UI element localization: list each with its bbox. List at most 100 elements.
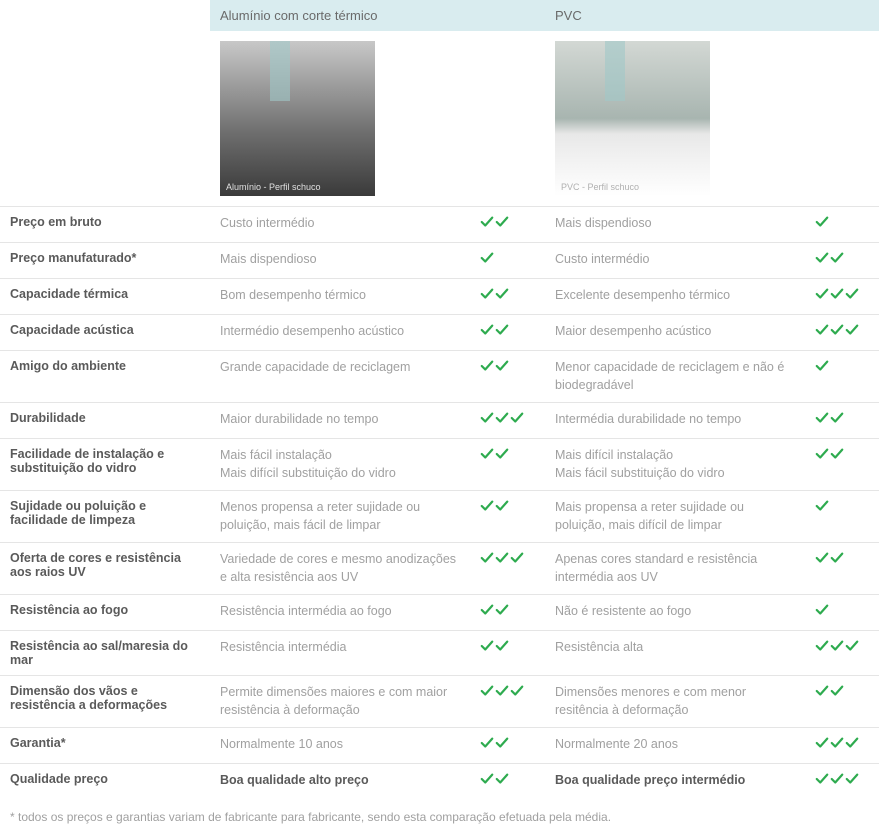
check-icon — [815, 215, 829, 229]
pvc-checks — [805, 439, 879, 491]
check-icon — [480, 411, 494, 425]
aluminio-checks — [470, 631, 545, 676]
aluminio-checks — [470, 764, 545, 800]
header-aluminio: Alumínio com corte térmico — [210, 0, 545, 31]
aluminio-value: Intermédio desempenho acústico — [210, 315, 470, 351]
feature-label: Qualidade preço — [0, 764, 210, 800]
pvc-value: Mais propensa a reter sujidade ou poluiç… — [545, 491, 805, 543]
check-icon — [815, 499, 829, 513]
check-icon — [480, 772, 494, 786]
check-icon — [480, 499, 494, 513]
check-icon — [830, 251, 844, 265]
feature-label: Durabilidade — [0, 403, 210, 439]
pvc-checks — [805, 764, 879, 800]
aluminio-value: Permite dimensões maiores e com maior re… — [210, 676, 470, 728]
check-icon — [495, 603, 509, 617]
check-icon — [830, 287, 844, 301]
feature-label: Preço em bruto — [0, 207, 210, 243]
feature-label: Amigo do ambiente — [0, 351, 210, 403]
table-row: DurabilidadeMaior durabilidade no tempoI… — [0, 403, 879, 439]
check-icon — [495, 359, 509, 373]
header-row: Alumínio com corte térmico PVC — [0, 0, 879, 31]
check-icon — [495, 447, 509, 461]
aluminio-value: Boa qualidade alto preço — [210, 764, 470, 800]
aluminio-value: Mais fácil instalaçãoMais difícil substi… — [210, 439, 470, 491]
table-row: Amigo do ambienteGrande capacidade de re… — [0, 351, 879, 403]
feature-label: Dimensão dos vãos e resistência a deform… — [0, 676, 210, 728]
check-icon — [845, 736, 859, 750]
check-icon — [815, 736, 829, 750]
table-row: Capacidade térmicaBom desempenho térmico… — [0, 279, 879, 315]
pvc-checks — [805, 279, 879, 315]
aluminio-checks — [470, 351, 545, 403]
pvc-value: Excelente desempenho térmico — [545, 279, 805, 315]
table-row: Oferta de cores e resistência aos raios … — [0, 543, 879, 595]
check-icon — [480, 359, 494, 373]
check-icon — [495, 736, 509, 750]
aluminio-checks — [470, 243, 545, 279]
aluminio-value: Grande capacidade de reciclagem — [210, 351, 470, 403]
header-pvc: PVC — [545, 0, 879, 31]
header-empty — [0, 0, 210, 31]
aluminio-value: Custo intermédio — [210, 207, 470, 243]
aluminio-value: Variedade de cores e mesmo anodizações e… — [210, 543, 470, 595]
footnote: * todos os preços e garantias variam de … — [0, 799, 879, 836]
check-icon — [480, 251, 494, 265]
feature-label: Capacidade térmica — [0, 279, 210, 315]
check-icon — [480, 447, 494, 461]
aluminio-checks — [470, 595, 545, 631]
pvc-checks — [805, 676, 879, 728]
pvc-value: Normalmente 20 anos — [545, 728, 805, 764]
check-icon — [830, 684, 844, 698]
pvc-value: Menor capacidade de reciclagem e não é b… — [545, 351, 805, 403]
aluminio-checks — [470, 439, 545, 491]
feature-label: Garantia* — [0, 728, 210, 764]
check-icon — [480, 287, 494, 301]
check-icon — [495, 287, 509, 301]
table-row: Facilidade de instalação e substituição … — [0, 439, 879, 491]
aluminio-checks — [470, 403, 545, 439]
table-row: Garantia*Normalmente 10 anosNormalmente … — [0, 728, 879, 764]
check-icon — [480, 736, 494, 750]
aluminio-value: Bom desempenho térmico — [210, 279, 470, 315]
pvc-value: Mais difícil instalaçãoMais fácil substi… — [545, 439, 805, 491]
pvc-value: Boa qualidade preço intermédio — [545, 764, 805, 800]
check-icon — [495, 639, 509, 653]
check-icon — [815, 551, 829, 565]
pvc-checks — [805, 207, 879, 243]
comparison-table: Alumínio com corte térmico PVC Alumínio … — [0, 0, 879, 799]
check-icon — [815, 772, 829, 786]
check-icon — [495, 411, 509, 425]
pvc-checks — [805, 315, 879, 351]
pvc-checks — [805, 543, 879, 595]
check-icon — [815, 359, 829, 373]
pvc-value: Intermédia durabilidade no tempo — [545, 403, 805, 439]
table-row: Resistência ao fogoResistência intermédi… — [0, 595, 879, 631]
check-icon — [510, 411, 524, 425]
check-icon — [845, 323, 859, 337]
table-row: Preço em brutoCusto intermédioMais dispe… — [0, 207, 879, 243]
image-row: Alumínio - Perfil schuco PVC - Perfil sc… — [0, 31, 879, 207]
check-icon — [830, 736, 844, 750]
pvc-value: Resistência alta — [545, 631, 805, 676]
aluminio-caption: Alumínio - Perfil schuco — [226, 182, 321, 192]
pvc-checks — [805, 243, 879, 279]
pvc-value: Maior desempenho acústico — [545, 315, 805, 351]
check-icon — [830, 639, 844, 653]
check-icon — [480, 684, 494, 698]
feature-label: Resistência ao fogo — [0, 595, 210, 631]
table-row: Resistência ao sal/maresia do marResistê… — [0, 631, 879, 676]
pvc-checks — [805, 728, 879, 764]
check-icon — [480, 323, 494, 337]
check-icon — [495, 215, 509, 229]
check-icon — [510, 551, 524, 565]
pvc-checks — [805, 631, 879, 676]
check-icon — [480, 603, 494, 617]
aluminio-value: Menos propensa a reter sujidade ou polui… — [210, 491, 470, 543]
table-row: Sujidade ou poluição e facilidade de lim… — [0, 491, 879, 543]
check-icon — [815, 603, 829, 617]
aluminio-checks — [470, 279, 545, 315]
check-icon — [845, 772, 859, 786]
check-icon — [830, 411, 844, 425]
pvc-value: Dimensões menores e com menor resitência… — [545, 676, 805, 728]
